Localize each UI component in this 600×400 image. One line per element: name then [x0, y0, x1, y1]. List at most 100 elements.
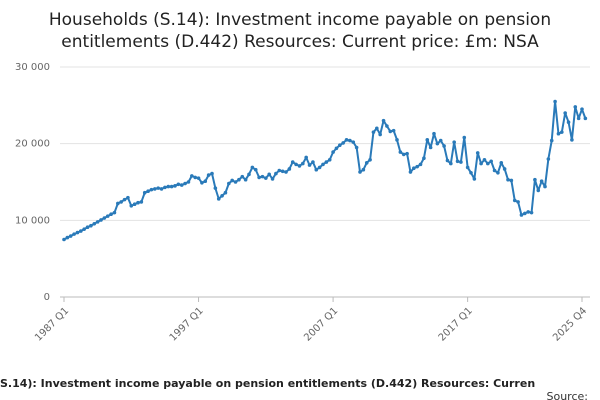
data-point: [469, 171, 473, 175]
data-point: [496, 171, 500, 175]
data-point: [149, 187, 154, 192]
data-point: [257, 175, 261, 180]
data-point: [526, 210, 530, 214]
data-point: [119, 200, 123, 204]
x-tick-label: 2025 Q4: [551, 305, 589, 343]
data-point: [401, 152, 406, 157]
data-point: [139, 200, 144, 204]
data-point: [475, 151, 480, 155]
data-point: [65, 235, 70, 240]
data-point: [233, 180, 238, 184]
data-point: [479, 161, 483, 166]
data-point: [79, 229, 83, 233]
data-point: [375, 126, 379, 131]
data-point: [156, 186, 160, 190]
data-point: [442, 144, 446, 148]
data-point: [200, 180, 204, 185]
data-point: [183, 181, 187, 186]
data-point: [344, 138, 349, 142]
data-point: [153, 187, 157, 191]
data-point: [338, 143, 342, 147]
data-point: [368, 157, 372, 162]
data-point: [472, 177, 477, 181]
data-point: [230, 178, 234, 183]
data-point: [533, 177, 537, 182]
data-point: [132, 202, 137, 207]
data-point: [290, 160, 295, 164]
data-point: [381, 118, 386, 123]
data-point: [509, 178, 514, 183]
data-point: [190, 174, 194, 178]
data-point: [240, 174, 245, 179]
data-point: [499, 161, 504, 165]
data-point: [166, 184, 171, 189]
data-point: [68, 234, 73, 238]
data-point: [85, 225, 90, 230]
data-point: [129, 203, 134, 208]
chart-title: entitlements (D.442) Resources: Current …: [61, 32, 539, 52]
data-point: [260, 174, 265, 179]
data-point: [72, 232, 76, 236]
data-point: [378, 132, 382, 137]
data-point: [455, 159, 460, 164]
y-tick-label: 30 000: [15, 62, 50, 73]
data-point: [523, 211, 527, 216]
data-point: [297, 164, 302, 168]
data-point: [116, 201, 120, 206]
data-point: [512, 198, 517, 203]
data-point: [412, 166, 416, 170]
data-point: [223, 190, 228, 195]
data-point: [203, 179, 208, 184]
data-point: [543, 184, 547, 189]
data-point: [264, 176, 268, 180]
data-point: [173, 184, 177, 188]
x-tick-label: 1997 Q1: [168, 305, 206, 343]
data-point: [549, 138, 554, 143]
data-point: [556, 131, 561, 136]
data-point: [277, 168, 282, 173]
data-point: [62, 237, 66, 242]
data-point: [452, 140, 456, 144]
data-point: [580, 107, 584, 111]
data-point: [304, 155, 308, 160]
data-point: [354, 145, 359, 150]
data-point: [163, 185, 167, 190]
data-point: [422, 156, 426, 161]
data-point: [179, 183, 184, 187]
data-point: [274, 171, 278, 176]
source: Source:: [547, 390, 589, 400]
data-point: [112, 210, 117, 215]
data-point: [348, 138, 352, 143]
data-point: [573, 105, 578, 109]
data-point: [75, 230, 80, 235]
data-point: [334, 146, 339, 151]
data-point: [267, 172, 271, 177]
data-point: [82, 227, 86, 231]
data-point: [136, 200, 140, 205]
data-point: [126, 195, 130, 200]
data-point: [425, 138, 430, 142]
data-point: [142, 190, 147, 195]
data-point: [432, 131, 436, 136]
data-point: [250, 165, 255, 170]
data-point: [307, 163, 312, 167]
data-point: [109, 212, 113, 216]
data-point: [576, 116, 581, 121]
data-point: [492, 168, 497, 173]
data-point: [351, 140, 356, 144]
data-point: [358, 170, 362, 174]
data-point: [331, 150, 335, 154]
data-point: [539, 179, 544, 184]
data-point: [482, 157, 487, 162]
data-point: [449, 161, 453, 166]
data-point: [253, 167, 258, 172]
x-tick-label: 1987 Q1: [33, 305, 71, 343]
data-point: [445, 158, 450, 163]
data-point: [341, 141, 345, 145]
data-point: [489, 159, 493, 164]
data-point: [206, 173, 211, 177]
data-point: [227, 181, 231, 186]
data-point: [570, 138, 574, 142]
